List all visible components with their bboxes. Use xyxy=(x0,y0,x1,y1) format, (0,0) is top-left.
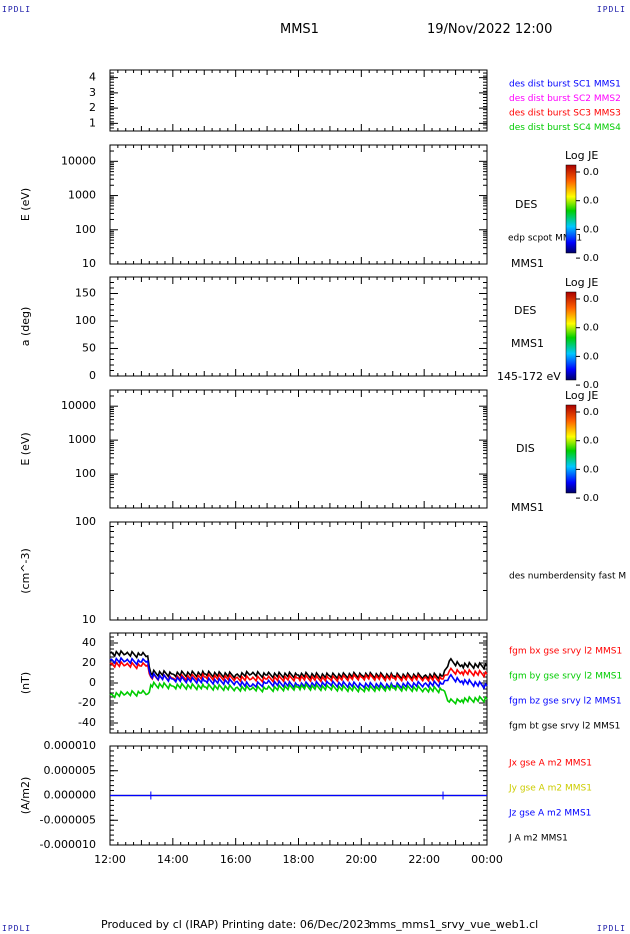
corner-label-top-right: IPDLI xyxy=(596,5,626,14)
panel-frame-burst xyxy=(109,69,488,132)
y-tick-label: -20 xyxy=(78,696,96,709)
series-fgm bx gse srvy l2 MMS1 xyxy=(109,660,488,684)
y-tick-label: 3 xyxy=(89,86,96,99)
panel-label: DES xyxy=(514,304,536,317)
y-tick-label: 1000 xyxy=(68,433,96,446)
y-tick-label: -0.000005 xyxy=(40,813,96,826)
panel-label: DIS xyxy=(516,442,535,455)
legend-entry: des dist burst SC3 MMS3 xyxy=(509,109,621,119)
y-tick-label: 4 xyxy=(89,71,96,84)
x-tick-label: 18:00 xyxy=(283,853,315,866)
legend-entry: fgm bz gse srvy l2 MMS1 xyxy=(509,697,622,707)
corner-label-bottom-right: IPDLI xyxy=(596,924,626,933)
x-tick-label: 20:00 xyxy=(345,853,377,866)
colorbar xyxy=(565,404,577,494)
y-tick-label: 100 xyxy=(75,467,96,480)
panel-label: edp scpot MMS1 xyxy=(508,234,582,244)
spacecraft-title: MMS1 xyxy=(280,22,319,37)
colorbar-tick-label: 0.0 xyxy=(583,436,599,447)
footer-produced-by: Produced by cl (IRAP) xyxy=(101,918,219,931)
colorbar-tick-label: 0.0 xyxy=(583,323,599,334)
y-tick-label: 1 xyxy=(89,116,96,129)
y-tick-label: 2 xyxy=(89,101,96,114)
y-tick-label: 100 xyxy=(75,314,96,327)
y-axis-label: (nT) xyxy=(19,672,32,694)
y-tick-label: 150 xyxy=(75,287,96,300)
colorbar-tick-label: 0.0 xyxy=(583,224,599,235)
panel-label: MMS1 xyxy=(511,257,544,270)
colorbar-tick-label: 0.0 xyxy=(583,464,599,475)
colorbar-tick-label: 0.0 xyxy=(583,380,599,391)
series-fgm by gse srvy l2 MMS1 xyxy=(109,680,488,706)
panel-frame-dis_energy xyxy=(109,389,488,509)
y-tick-label: 0.000010 xyxy=(44,739,97,752)
footer-filename: mms_mms1_srvy_vue_web1.cl xyxy=(369,918,539,931)
corner-label-bottom-left: IPDLI xyxy=(2,924,32,933)
legend-entry: fgm bx gse srvy l2 MMS1 xyxy=(509,647,622,657)
y-axis-label: a (deg) xyxy=(19,307,32,347)
y-tick-label: 0 xyxy=(89,676,96,689)
colorbar-tick-label: 0.0 xyxy=(583,167,599,178)
legend-entry: des dist burst SC2 MMS2 xyxy=(509,94,621,104)
y-axis-label: E (eV) xyxy=(19,432,32,465)
colorbar-tick-label: 0.0 xyxy=(583,351,599,362)
y-tick-label: 40 xyxy=(82,636,96,649)
panel-frame-density xyxy=(109,521,488,621)
legend-entry: fgm bt gse srvy l2 MMS1 xyxy=(509,722,620,732)
panel-frame-des_energy xyxy=(109,144,488,265)
y-tick-label: 1000 xyxy=(68,189,96,202)
y-tick-label: -40 xyxy=(78,716,96,729)
colorbar xyxy=(565,164,577,254)
y-tick-label: 50 xyxy=(82,342,96,355)
y-axis-label: (cm^-3) xyxy=(19,548,32,594)
legend-entry: des dist burst SC4 MMS4 xyxy=(509,123,621,133)
y-tick-label: 100 xyxy=(75,223,96,236)
y-tick-label: 0 xyxy=(89,369,96,382)
colorbar-tick-label: 0.0 xyxy=(583,253,599,264)
series-fgm bt gse srvy l2 MMS1 xyxy=(109,649,488,681)
colorbar-tick-label: 0.0 xyxy=(583,493,599,504)
y-tick-label: 0.000005 xyxy=(44,764,97,777)
x-tick-label: 00:00 xyxy=(471,853,503,866)
y-tick-label: 10000 xyxy=(61,154,96,167)
x-tick-label: 22:00 xyxy=(408,853,440,866)
panel-label: 145-172 eV xyxy=(497,370,561,383)
y-tick-label: -0.000010 xyxy=(40,838,96,851)
x-tick-label: 12:00 xyxy=(94,853,126,866)
y-tick-label: 20 xyxy=(82,656,96,669)
colorbar xyxy=(565,291,577,381)
y-tick-label: 100 xyxy=(75,515,96,528)
corner-label-top-left: IPDLI xyxy=(2,5,32,14)
colorbar-title: Log JE xyxy=(565,276,598,289)
y-tick-label: 10000 xyxy=(61,399,96,412)
legend-entry: des numberdensity fast M xyxy=(509,572,626,582)
datetime-title: 19/Nov/2022 12:00 xyxy=(427,22,553,37)
colorbar-title: Log JE xyxy=(565,149,598,162)
y-axis-label: (A/m2) xyxy=(19,777,32,815)
legend-entry: Jz gse A m2 MMS1 xyxy=(508,809,591,819)
y-tick-label: 0.000000 xyxy=(44,789,97,802)
footer-printing-date: Printing date: 06/Dec/2023 xyxy=(222,918,371,931)
colorbar-title: Log JE xyxy=(565,389,598,402)
legend-entry: Jx gse A m2 MMS1 xyxy=(508,759,592,769)
panel-label: DES xyxy=(515,198,537,211)
legend-entry: fgm by gse srvy l2 MMS1 xyxy=(509,672,622,682)
x-tick-label: 14:00 xyxy=(157,853,189,866)
panel-frame-des_pitch xyxy=(109,276,488,377)
y-tick-label: 10 xyxy=(82,613,96,626)
y-axis-label: E (eV) xyxy=(19,188,32,221)
colorbar-tick-label: 0.0 xyxy=(583,196,599,207)
colorbar-tick-label: 0.0 xyxy=(583,407,599,418)
colorbar-tick-label: 0.0 xyxy=(583,294,599,305)
legend-entry: J A m2 MMS1 xyxy=(508,834,568,844)
y-tick-label: 10 xyxy=(82,257,96,270)
legend-entry: Jy gse A m2 MMS1 xyxy=(508,784,592,794)
x-tick-label: 16:00 xyxy=(220,853,252,866)
legend-entry: des dist burst SC1 MMS1 xyxy=(509,80,621,90)
panel-label: MMS1 xyxy=(511,337,544,350)
panel-label: MMS1 xyxy=(511,501,544,514)
